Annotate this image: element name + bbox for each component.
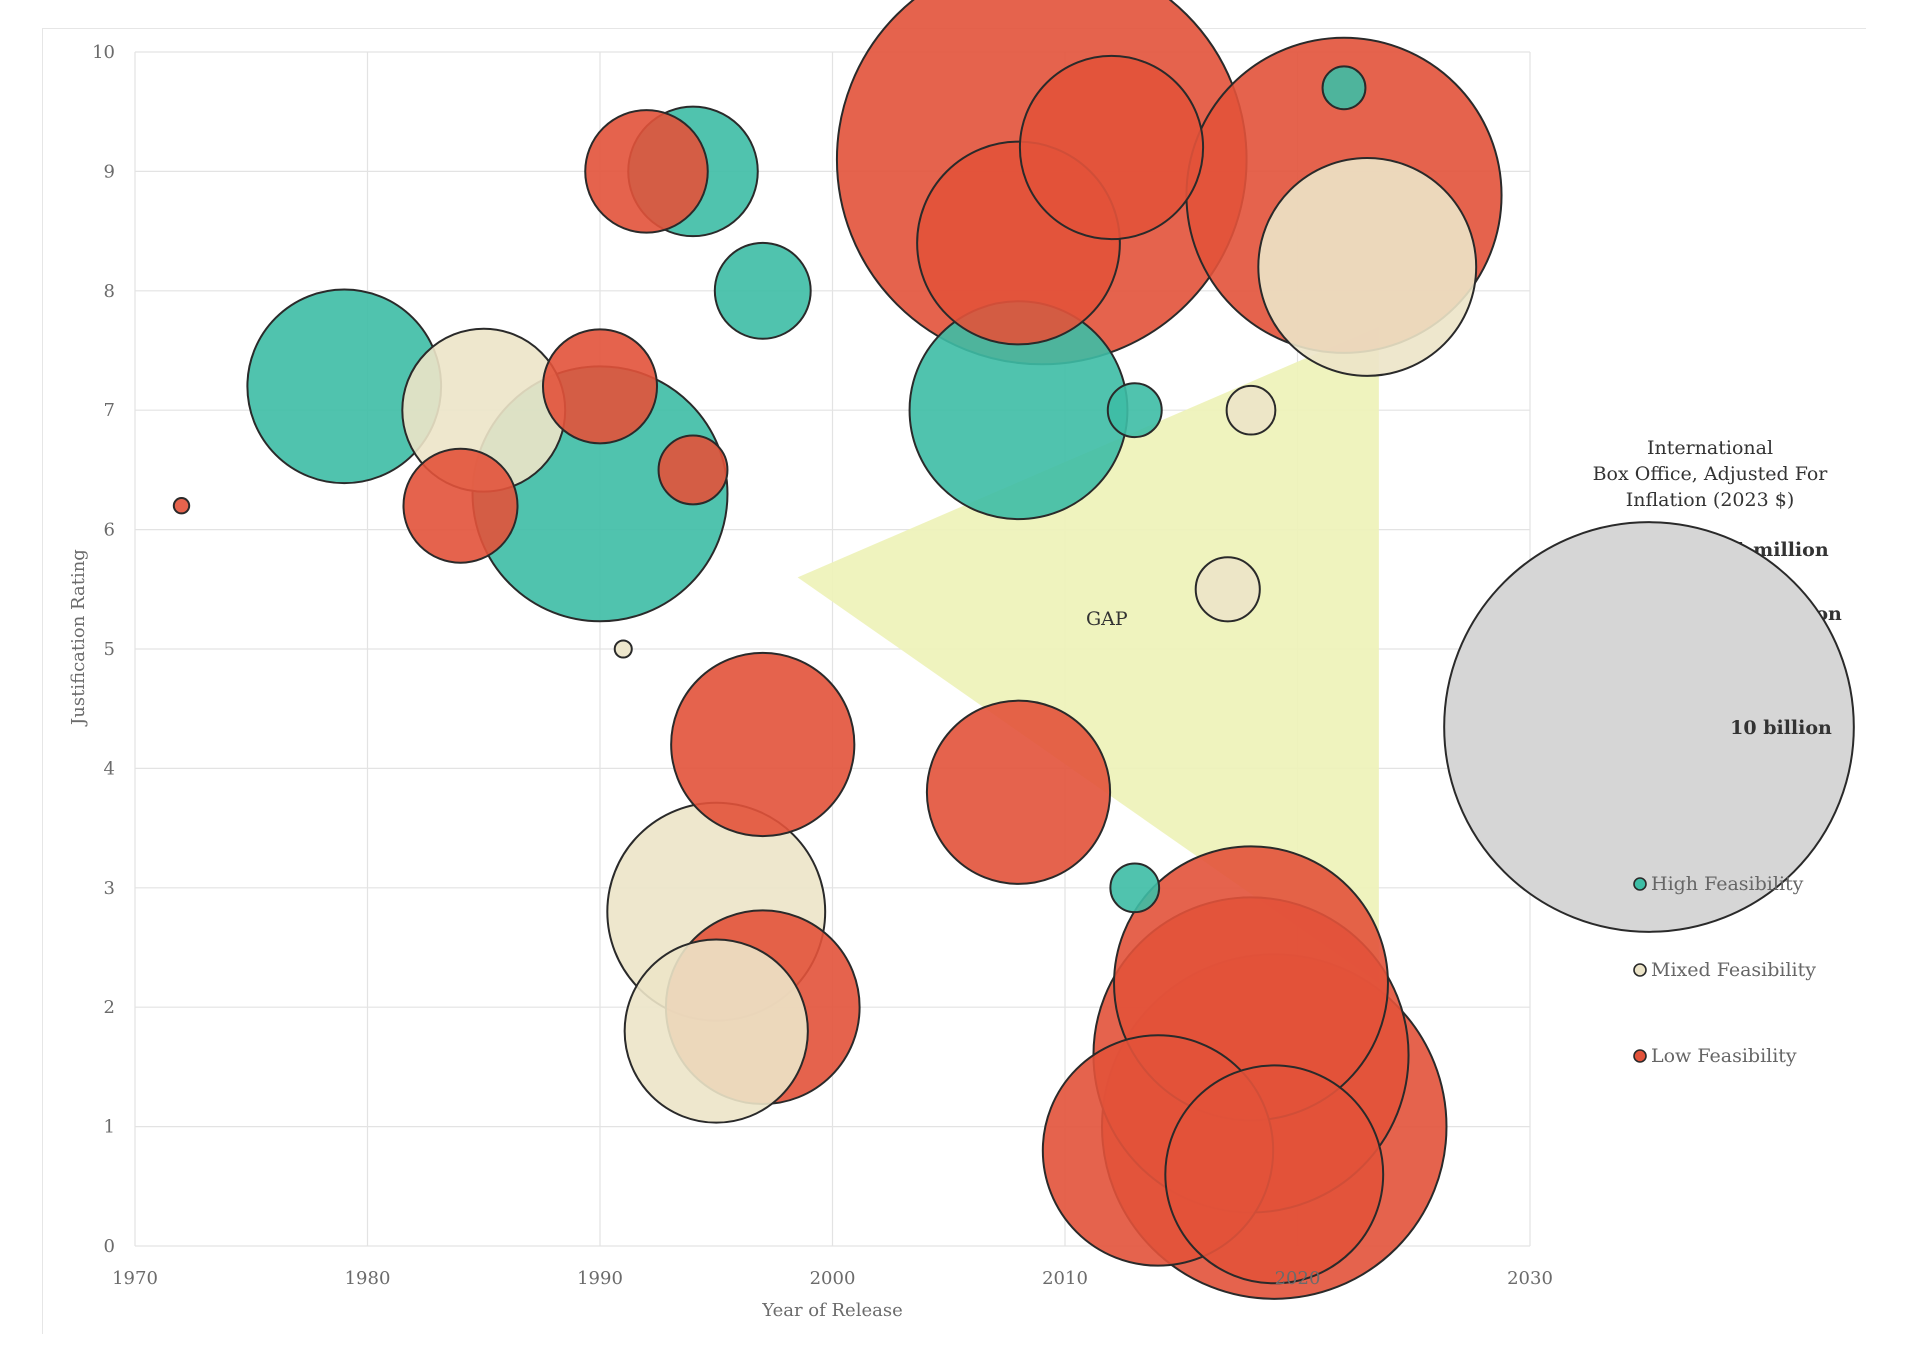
- x-tick-label: 2030: [1507, 1268, 1553, 1289]
- bubble-low: [670, 651, 856, 838]
- x-tick-label: 2020: [1275, 1268, 1321, 1289]
- y-tick-label: 3: [104, 878, 115, 899]
- legend-label-high: High Feasibility: [1651, 873, 1804, 895]
- y-tick-label: 9: [104, 161, 115, 182]
- size-legend-title-line-1: International: [1647, 437, 1773, 459]
- x-tick-label: 2010: [1042, 1268, 1088, 1289]
- legend-marker-low: [1633, 1049, 1647, 1063]
- y-tick-label: 10: [92, 42, 115, 63]
- bubble-low: [584, 109, 709, 234]
- y-tick-labels: 0 1 2 3 4 5 6 7 8 9 10: [92, 42, 115, 1257]
- y-tick-label: 6: [104, 520, 115, 541]
- x-tick-label: 1980: [345, 1268, 391, 1289]
- size-legend: International Box Office, Adjusted For I…: [1443, 437, 1855, 933]
- y-tick-label: 7: [104, 400, 115, 421]
- x-tick-labels: 1970 1980 1990 2000 2010 2020 2030: [112, 1268, 1553, 1289]
- size-legend-label: 10 billion: [1730, 717, 1832, 739]
- bubbles: [172, 0, 1503, 1300]
- legend-marker-high: [1633, 877, 1647, 891]
- bubble-low: [541, 328, 659, 445]
- y-axis-title: Justification Rating: [68, 549, 89, 727]
- bubble-high: [713, 241, 812, 340]
- x-tick-label: 1970: [112, 1268, 158, 1289]
- legend-label-mixed: Mixed Feasibility: [1651, 959, 1816, 981]
- y-tick-label: 8: [104, 281, 115, 302]
- bubble-low: [1018, 54, 1205, 241]
- bubble-high: [1321, 65, 1367, 111]
- bubble-low: [402, 447, 519, 564]
- gap-triangle: [797, 326, 1379, 984]
- size-legend-title-line-3: Inflation (2023 $): [1626, 489, 1794, 511]
- gap-annotation: [797, 326, 1379, 984]
- y-tick-label: 2: [104, 997, 115, 1018]
- bubble-high: [1106, 382, 1163, 439]
- legend-marker-mixed: [1633, 963, 1647, 977]
- bubble-low: [925, 699, 1112, 885]
- bubble-mixed: [623, 938, 809, 1124]
- bubble-mixed: [1257, 156, 1478, 377]
- bubble-low: [1164, 1064, 1385, 1285]
- bubble-high: [1109, 862, 1161, 914]
- bubble-mixed: [1225, 384, 1277, 436]
- bubble-mixed: [613, 639, 633, 659]
- y-tick-label: 1: [104, 1117, 115, 1138]
- size-legend-circle: [1443, 521, 1855, 933]
- size-legend-title-line-2: Box Office, Adjusted For: [1593, 463, 1829, 485]
- bubble-low: [172, 497, 191, 515]
- category-legend: High Feasibility Mixed Feasibility Low Fea…: [1633, 873, 1816, 1067]
- gap-label: GAP: [1086, 608, 1128, 630]
- y-tick-label: 4: [104, 758, 115, 779]
- y-tick-label: 0: [104, 1236, 115, 1257]
- bubble-mixed: [1194, 556, 1261, 623]
- y-tick-label: 5: [104, 639, 115, 660]
- bubble-low: [657, 434, 729, 506]
- legend-label-low: Low Feasibility: [1651, 1045, 1797, 1067]
- x-tick-label: 2000: [810, 1268, 856, 1289]
- x-tick-label: 1990: [577, 1268, 623, 1289]
- x-axis-title: Year of Release: [761, 1300, 902, 1321]
